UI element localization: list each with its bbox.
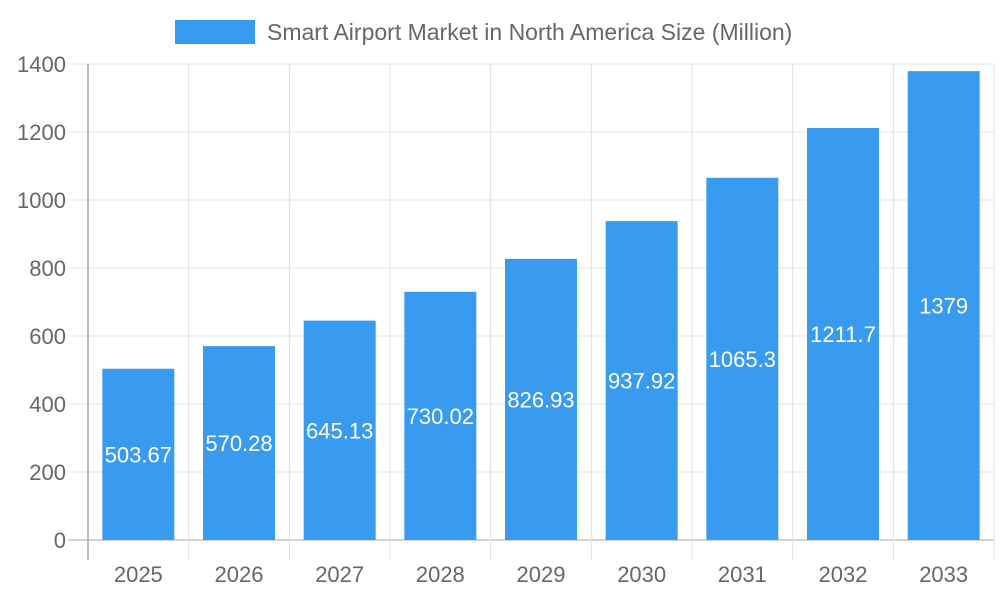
data-label: 1065.3 — [709, 347, 776, 372]
y-tick-label: 1200 — [17, 120, 66, 145]
data-label: 570.28 — [205, 431, 272, 456]
bar — [102, 368, 175, 540]
data-label: 730.02 — [407, 404, 474, 429]
x-tick-label: 2026 — [215, 562, 264, 587]
y-tick-label: 200 — [29, 460, 66, 485]
x-tick-label: 2029 — [517, 562, 566, 587]
data-label: 645.13 — [306, 418, 373, 443]
bar — [203, 346, 275, 540]
x-tick-label: 2030 — [617, 562, 666, 587]
x-tick-label: 2031 — [718, 562, 767, 587]
legend-swatch — [175, 20, 255, 44]
legend-label: Smart Airport Market in North America Si… — [267, 19, 792, 45]
x-tick-label: 2027 — [315, 562, 364, 587]
bar — [505, 258, 577, 540]
bar — [605, 221, 678, 541]
y-tick-label: 400 — [29, 392, 66, 417]
x-tick-label: 2028 — [416, 562, 465, 587]
data-label: 937.92 — [608, 369, 675, 394]
legend: Smart Airport Market in North America Si… — [175, 19, 792, 45]
y-tick-label: 600 — [29, 324, 66, 349]
x-tick-label: 2025 — [114, 562, 163, 587]
data-label: 503.67 — [105, 442, 172, 467]
bar — [807, 128, 879, 540]
bar — [404, 291, 477, 540]
x-tick-label: 2032 — [819, 562, 868, 587]
data-label: 1211.7 — [810, 322, 876, 347]
y-tick-label: 1400 — [17, 52, 66, 77]
y-tick-label: 800 — [29, 256, 66, 281]
bar — [303, 320, 376, 540]
bar — [706, 177, 779, 540]
y-tick-label: 1000 — [17, 188, 66, 213]
data-label: 1379 — [919, 294, 968, 319]
x-tick-label: 2033 — [919, 562, 968, 587]
y-tick-label: 0 — [54, 528, 66, 553]
bar — [907, 71, 980, 540]
data-label: 826.93 — [507, 387, 574, 412]
